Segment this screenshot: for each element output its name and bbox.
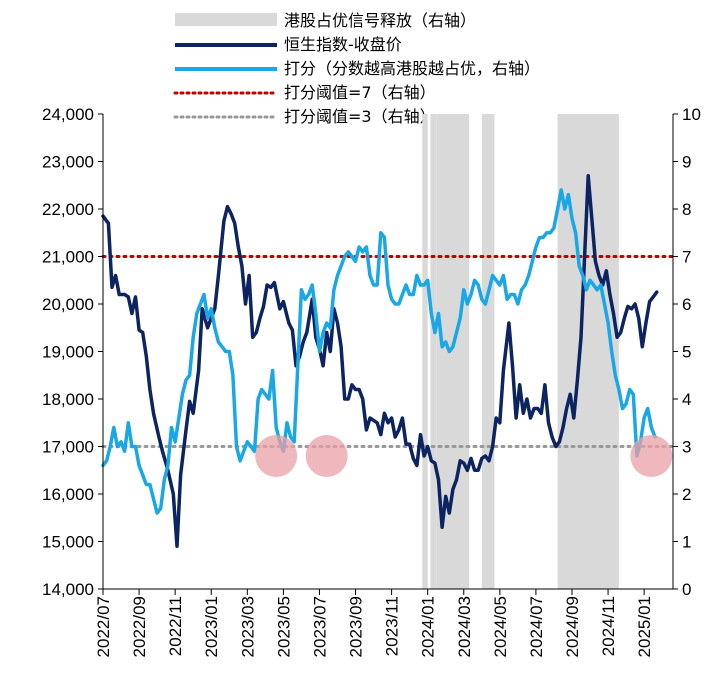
legend-label-threshold-7: 打分阈值=7（右轴） (284, 83, 436, 102)
left-tick-label: 14,000 (42, 580, 94, 599)
right-tick-label: 0 (682, 580, 691, 599)
legend-label-score: 打分（分数越高港股越占优，右轴） (284, 59, 540, 78)
x-tick-label: 2023/11 (383, 596, 402, 656)
x-tick-label: 2023/09 (347, 596, 366, 657)
series-line-score (101, 188, 657, 515)
right-tick-label: 4 (682, 390, 691, 409)
left-tick-label: 24,000 (42, 105, 94, 124)
left-tick-label: 17,000 (42, 438, 94, 457)
x-tick-label: 2023/03 (238, 596, 257, 657)
x-tick-label: 2023/07 (310, 596, 329, 657)
legend-label-signal-band: 港股占优信号释放（右轴） (284, 11, 476, 30)
left-axis-ticks: 14,000 15,000 16,000 17,000 18,000 19,000 20,0… (42, 105, 103, 599)
x-tick-label: 2024/11 (599, 596, 618, 656)
right-tick-label: 3 (682, 438, 691, 457)
highlight-marker-2 (630, 435, 673, 477)
x-tick-label: 2024/03 (455, 596, 474, 657)
left-tick-label: 18,000 (42, 390, 94, 409)
legend-swatch-signal-band (175, 13, 277, 26)
x-tick-label: 2022/09 (130, 596, 149, 657)
x-tick-label: 2023/05 (274, 596, 293, 657)
series-lines (101, 174, 659, 549)
left-tick-label: 20,000 (42, 295, 94, 314)
left-tick-label: 21,000 (42, 248, 94, 267)
legend: 港股占优信号释放（右轴） 恒生指数-收盘价 打分（分数越高港股越占优，右轴） 打… (173, 11, 540, 126)
right-axis-ticks: 0 1 2 3 4 5 6 7 8 9 10 (673, 105, 701, 599)
x-tick-label: 2022/07 (94, 596, 113, 657)
left-tick-label: 23,000 (42, 153, 94, 172)
x-tick-label: 2023/01 (202, 596, 221, 657)
right-tick-label: 6 (682, 295, 691, 314)
right-tick-label: 2 (682, 485, 691, 504)
left-tick-label: 15,000 (42, 533, 94, 552)
x-tick-label: 2022/11 (166, 596, 185, 656)
x-tick-label: 2024/09 (563, 596, 582, 657)
highlight-marker-1 (305, 435, 348, 477)
signal-band-3 (481, 114, 495, 589)
x-tick-label: 2024/05 (491, 596, 510, 657)
x-axis-ticks: 2022/07 2022/09 2022/11 2023/01 2023/03 2023/… (94, 589, 654, 657)
right-tick-label: 10 (682, 105, 701, 124)
left-tick-label: 16,000 (42, 485, 94, 504)
legend-label-threshold-3: 打分阈值=3（右轴） (284, 107, 436, 126)
signal-band-0 (422, 114, 428, 589)
right-tick-label: 1 (682, 533, 691, 552)
left-tick-label: 22,000 (42, 200, 94, 219)
right-tick-label: 5 (682, 343, 691, 362)
signal-band-1 (430, 114, 437, 589)
highlight-marker-0 (255, 435, 298, 477)
x-tick-label: 2024/01 (419, 596, 438, 657)
series-line-hsi (101, 174, 659, 549)
right-tick-label: 8 (682, 200, 691, 219)
x-tick-label: 2024/07 (527, 596, 546, 657)
legend-label-hsi: 恒生指数-收盘价 (284, 35, 402, 54)
right-tick-label: 7 (682, 248, 691, 267)
x-tick-label: 2025/01 (635, 596, 654, 657)
left-tick-label: 19,000 (42, 343, 94, 362)
highlight-markers (255, 435, 673, 477)
right-tick-label: 9 (682, 153, 691, 172)
